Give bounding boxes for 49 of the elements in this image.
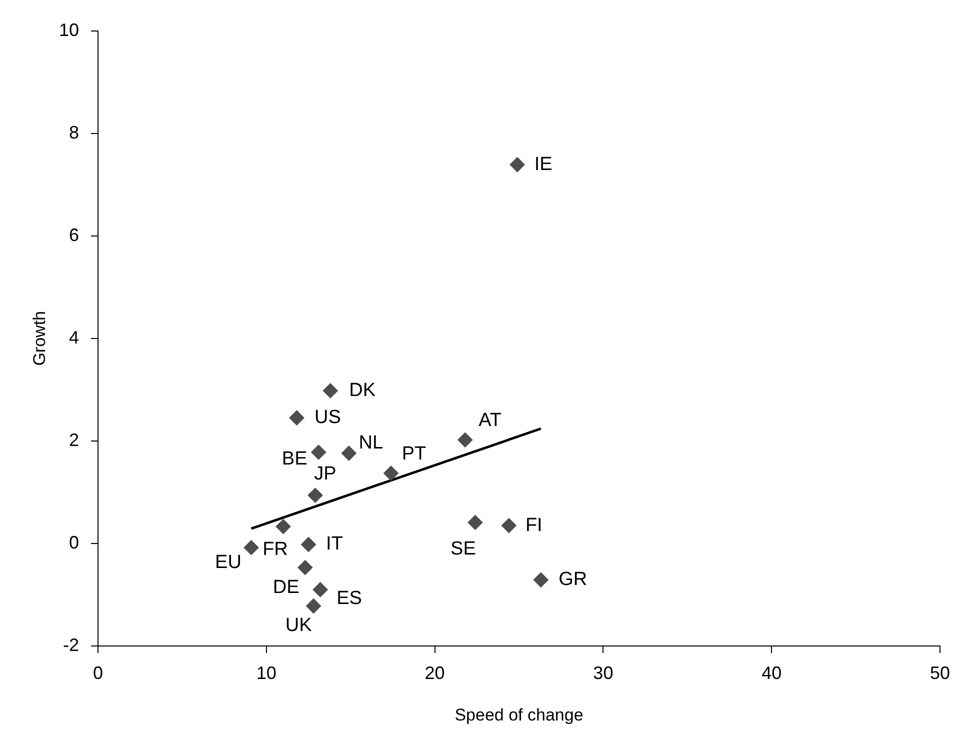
annotation: ES	[336, 588, 362, 609]
annotation: AT	[478, 410, 502, 432]
point	[510, 157, 525, 172]
annotation: US	[314, 407, 341, 428]
annotation: JP	[314, 464, 336, 485]
annotation: FR	[262, 538, 288, 560]
annotation: UK	[285, 615, 312, 636]
point	[312, 582, 328, 598]
point	[322, 383, 338, 398]
annotation: FI	[525, 514, 542, 536]
x-axis-title: Speed of change	[454, 705, 584, 724]
point	[384, 466, 399, 481]
x-tick-label: 10	[256, 662, 276, 683]
y-axis-title: Growth	[30, 311, 49, 366]
point	[289, 410, 304, 426]
annotation: IT	[326, 534, 344, 555]
point	[468, 514, 483, 530]
point	[308, 488, 323, 503]
annotation: NL	[358, 432, 384, 454]
point	[276, 519, 291, 534]
y-tick-label: 4	[68, 327, 79, 348]
y-tick-label: 6	[68, 224, 79, 245]
y-tick-label: -2	[62, 634, 79, 655]
point	[301, 536, 316, 552]
x-tick-label: 50	[930, 662, 950, 683]
point	[311, 444, 326, 460]
point	[244, 540, 259, 556]
point	[341, 446, 356, 461]
y-tick-label: 0	[68, 532, 79, 552]
annotation: GR	[558, 569, 588, 590]
x-tick-label: 40	[762, 662, 782, 683]
annotation: IE	[534, 154, 552, 175]
y-tick-label: 10	[58, 20, 79, 40]
x-tick-label: 20	[424, 662, 445, 683]
point	[458, 432, 473, 448]
y-tick-label: 2	[68, 430, 79, 450]
y-tick-label: 8	[68, 122, 79, 142]
point	[306, 598, 322, 614]
annotation: EU	[215, 552, 242, 573]
point	[298, 560, 313, 576]
point	[533, 572, 548, 588]
annotation: PT	[402, 443, 427, 464]
point	[501, 518, 516, 534]
x-tick-label: 30	[593, 662, 614, 683]
annotation: BE	[282, 448, 308, 470]
annotation: DE	[272, 576, 300, 598]
annotation: SE	[450, 538, 476, 560]
x-tick-label: 0	[92, 662, 104, 683]
annotation: DK	[349, 380, 376, 401]
